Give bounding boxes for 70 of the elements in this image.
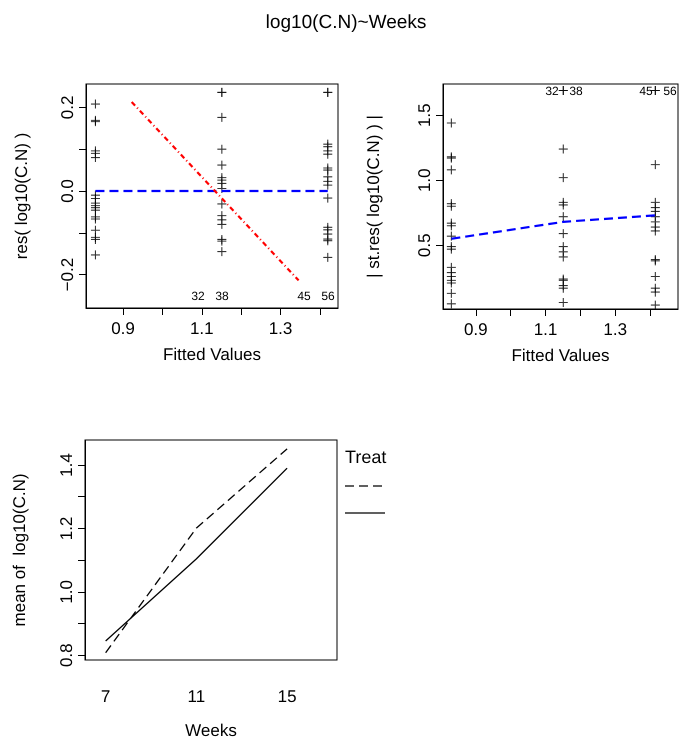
point xyxy=(323,180,332,190)
x-tick-label: 11 xyxy=(188,687,206,706)
x-tick-label: 15 xyxy=(278,687,297,706)
y-axis-title: mean of log10(C.N) xyxy=(10,473,29,627)
y-tick-label: 1.4 xyxy=(57,453,76,477)
legend-title: Treat xyxy=(345,447,386,467)
point xyxy=(323,88,332,97)
x-tick-label: 0.9 xyxy=(464,320,488,339)
x-tick-label: 1.1 xyxy=(190,319,214,338)
y-axis-title: res( log10(C.N) ) xyxy=(12,132,31,260)
point xyxy=(650,288,660,297)
point xyxy=(217,220,226,229)
annotation: 32 xyxy=(191,289,205,303)
point xyxy=(558,252,568,262)
point xyxy=(558,229,568,238)
point xyxy=(446,299,456,308)
y-tick-label: 1.5 xyxy=(415,103,434,128)
point xyxy=(650,226,660,236)
point xyxy=(650,160,660,170)
y-axis-title: | st.res( log10(C.N) ) | xyxy=(364,115,383,278)
x-axis-title: Fitted Values xyxy=(163,345,261,364)
annotation: 38 xyxy=(569,84,583,98)
y-tick-label: 0.2 xyxy=(58,96,77,120)
point xyxy=(558,212,568,222)
point xyxy=(446,278,456,288)
point xyxy=(446,202,456,211)
point xyxy=(446,288,456,298)
y-tick-label: 0.5 xyxy=(415,233,434,258)
y-tick-label: 0.0 xyxy=(58,179,77,203)
chart-title: log10(C.N)~Weeks xyxy=(264,12,428,34)
point xyxy=(90,153,100,162)
annotation: 32 xyxy=(545,84,559,98)
annotation: 38 xyxy=(215,289,229,303)
x-axis-title: Fitted Values xyxy=(512,346,610,365)
point xyxy=(558,284,568,293)
point xyxy=(217,144,226,154)
x-tick-label: 1.1 xyxy=(534,320,558,339)
y-tick-label: 1.0 xyxy=(57,580,76,604)
point xyxy=(446,118,456,128)
point xyxy=(217,160,226,170)
y-tick-label: 0.8 xyxy=(57,643,76,668)
point xyxy=(323,194,332,203)
x-axis-title: Weeks xyxy=(185,721,237,740)
point xyxy=(558,144,568,154)
annotation: 56 xyxy=(321,289,335,303)
y-tick-label: −0.2 xyxy=(58,258,77,292)
y-tick-label: 1.0 xyxy=(415,168,434,192)
point xyxy=(558,298,568,307)
point xyxy=(90,250,100,260)
x-tick-label: 7 xyxy=(100,687,110,706)
annotation: 45 xyxy=(639,84,653,98)
point xyxy=(650,272,660,281)
y-tick-label: 1.2 xyxy=(57,516,76,540)
point xyxy=(323,252,332,262)
annotation: 56 xyxy=(663,84,677,98)
point xyxy=(217,88,226,97)
point xyxy=(323,150,332,159)
point xyxy=(446,165,456,174)
point xyxy=(558,200,568,210)
point xyxy=(446,221,456,230)
point xyxy=(558,86,568,96)
x-tick-label: 0.9 xyxy=(111,319,135,338)
point xyxy=(90,100,100,109)
point xyxy=(217,112,226,122)
point xyxy=(217,247,226,256)
point xyxy=(558,173,568,182)
annotation: 45 xyxy=(297,289,311,303)
x-tick-label: 1.3 xyxy=(268,319,292,338)
point xyxy=(446,244,456,254)
x-tick-label: 1.3 xyxy=(603,320,628,339)
